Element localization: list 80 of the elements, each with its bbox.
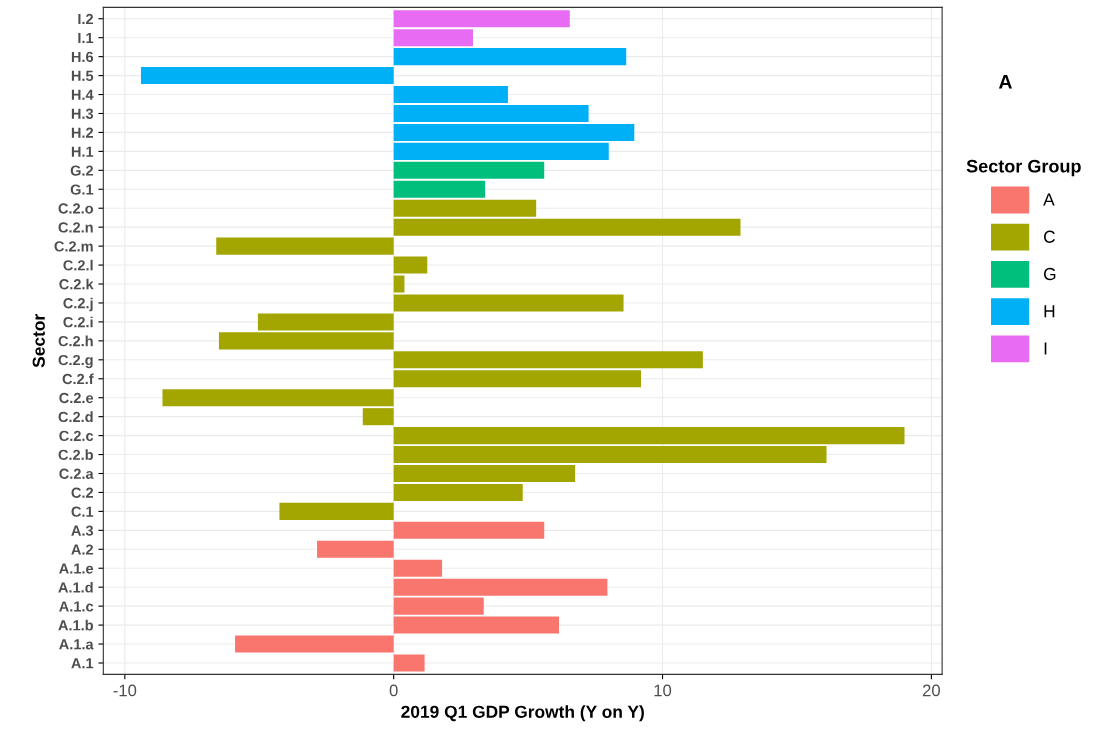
y-tick-label: I.1 bbox=[78, 32, 94, 43]
y-tick-label: H.4 bbox=[71, 89, 94, 100]
y-tick-label: C.2.a bbox=[59, 468, 94, 479]
y-axis-title: Sector bbox=[32, 314, 45, 368]
bar bbox=[393, 161, 545, 179]
y-tick-label: C.2.o bbox=[58, 203, 94, 214]
y-tick-label: A.3 bbox=[71, 525, 94, 536]
y-tick-label: A.1.a bbox=[59, 639, 94, 650]
legend-label: I bbox=[1044, 342, 1047, 355]
y-tick-label: C.2.g bbox=[58, 354, 93, 369]
legend-label: A bbox=[1043, 193, 1055, 206]
bar bbox=[279, 502, 394, 520]
y-tick-label: C.2.m bbox=[54, 241, 93, 252]
bar bbox=[393, 199, 537, 217]
y-tick-label: I.2 bbox=[78, 13, 94, 25]
y-tick-label: H.6 bbox=[71, 51, 94, 63]
y-tick-label: C.2.f bbox=[62, 373, 94, 385]
bar bbox=[393, 616, 560, 634]
bar bbox=[393, 578, 608, 596]
bar bbox=[393, 351, 703, 369]
bar bbox=[162, 389, 394, 407]
x-tick-label: -10 bbox=[113, 684, 137, 697]
x-tick-label: 10 bbox=[654, 684, 672, 697]
x-axis-title: 2019 Q1 GDP Growth (Y on Y) bbox=[401, 705, 644, 722]
bar bbox=[317, 540, 394, 558]
bar bbox=[393, 521, 545, 539]
bar bbox=[393, 597, 484, 615]
y-tick-label: C.2 bbox=[71, 487, 94, 498]
legend-label: H bbox=[1044, 305, 1055, 318]
y-tick-label: C.2.k bbox=[59, 278, 94, 290]
bar bbox=[257, 313, 394, 331]
y-tick-label: H.2 bbox=[71, 127, 94, 138]
bar bbox=[393, 218, 741, 236]
y-tick-label: H.3 bbox=[71, 108, 94, 119]
y-tick-label: A.1.d bbox=[58, 581, 93, 593]
bar bbox=[218, 332, 394, 350]
y-tick-label: A.1.e bbox=[59, 563, 94, 574]
bar bbox=[393, 29, 473, 47]
bar bbox=[393, 48, 627, 66]
y-tick-label: G.2 bbox=[70, 165, 94, 176]
y-tick-label: A.1 bbox=[71, 658, 94, 669]
y-tick-label: C.2.e bbox=[59, 392, 94, 404]
y-tick-label: A.1.c bbox=[59, 601, 94, 612]
bar bbox=[140, 67, 394, 85]
y-tick-label: C.2.i bbox=[63, 316, 93, 328]
y-tick-label: C.2.l bbox=[63, 259, 93, 271]
bar bbox=[393, 10, 570, 28]
x-tick-label: 20 bbox=[922, 684, 940, 697]
bar bbox=[393, 654, 425, 672]
bar bbox=[393, 180, 486, 198]
y-tick-label: A.2 bbox=[71, 544, 94, 555]
legend-title: Sector Group bbox=[966, 159, 1081, 177]
y-tick-label: H.1 bbox=[71, 146, 94, 157]
y-tick-label: C.2.d bbox=[58, 411, 93, 423]
y-tick-label: C.2.b bbox=[58, 449, 93, 460]
y-tick-label: C.2.j bbox=[63, 297, 93, 312]
bar bbox=[393, 559, 443, 577]
bar bbox=[235, 635, 394, 653]
bar bbox=[393, 123, 635, 141]
bar bbox=[393, 104, 589, 123]
y-tick-label: C.2.n bbox=[58, 222, 93, 233]
bar bbox=[362, 408, 394, 426]
bar bbox=[393, 427, 905, 445]
bar bbox=[216, 237, 394, 255]
bar bbox=[393, 464, 576, 483]
y-tick-label: A.1.b bbox=[58, 619, 93, 631]
y-tick-label: C.2.h bbox=[58, 335, 93, 347]
x-tick-label: 0 bbox=[389, 684, 398, 697]
legend-label: G bbox=[1043, 267, 1056, 281]
bar bbox=[393, 483, 523, 501]
bar bbox=[393, 86, 508, 104]
bar bbox=[393, 370, 642, 388]
legend-label: C bbox=[1043, 230, 1055, 243]
y-tick-label: C.1 bbox=[71, 506, 94, 517]
text: A bbox=[998, 75, 1012, 89]
y-tick-label: G.1 bbox=[70, 184, 94, 195]
y-tick-label: C.2.c bbox=[59, 430, 94, 442]
y-tick-label: H.5 bbox=[71, 70, 94, 82]
bar bbox=[393, 142, 609, 160]
bar bbox=[393, 446, 827, 464]
